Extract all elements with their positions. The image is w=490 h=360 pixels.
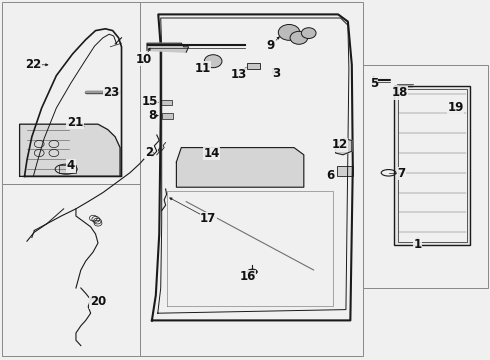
- Text: 6: 6: [327, 169, 335, 182]
- Bar: [394, 86, 470, 245]
- Bar: [2, 2, 140, 184]
- Bar: [59, 165, 76, 173]
- Text: 5: 5: [370, 77, 378, 90]
- Text: 18: 18: [392, 86, 408, 99]
- Text: 12: 12: [331, 138, 348, 151]
- Text: 8: 8: [148, 109, 156, 122]
- Text: 13: 13: [230, 68, 247, 81]
- Bar: [162, 113, 173, 119]
- Bar: [363, 65, 488, 288]
- Circle shape: [301, 28, 316, 39]
- Bar: [247, 63, 260, 69]
- Text: 1: 1: [414, 238, 421, 251]
- Circle shape: [278, 24, 300, 40]
- Bar: [140, 2, 363, 356]
- Circle shape: [290, 31, 308, 44]
- Polygon shape: [24, 29, 122, 176]
- Text: 19: 19: [447, 101, 464, 114]
- Text: 23: 23: [103, 86, 120, 99]
- Bar: [398, 89, 467, 242]
- Text: 20: 20: [90, 295, 106, 308]
- Bar: [161, 100, 172, 105]
- Text: 15: 15: [141, 95, 158, 108]
- Text: 22: 22: [25, 58, 42, 71]
- Polygon shape: [176, 148, 304, 187]
- Text: 21: 21: [67, 116, 83, 129]
- Text: 10: 10: [136, 53, 152, 66]
- Text: 3: 3: [272, 67, 280, 80]
- Polygon shape: [20, 124, 120, 176]
- Ellipse shape: [247, 269, 257, 275]
- Text: 9: 9: [267, 39, 275, 52]
- Bar: [2, 184, 140, 356]
- Circle shape: [204, 55, 222, 68]
- Bar: [337, 166, 353, 176]
- Polygon shape: [152, 14, 353, 320]
- Text: 17: 17: [200, 212, 217, 225]
- Bar: [272, 68, 279, 73]
- Text: 7: 7: [398, 167, 406, 180]
- Text: 2: 2: [145, 146, 153, 159]
- Polygon shape: [336, 139, 352, 155]
- Polygon shape: [147, 43, 189, 52]
- Text: 14: 14: [203, 147, 220, 160]
- Text: 16: 16: [239, 270, 256, 283]
- Text: 11: 11: [194, 62, 211, 75]
- Text: 4: 4: [67, 159, 75, 172]
